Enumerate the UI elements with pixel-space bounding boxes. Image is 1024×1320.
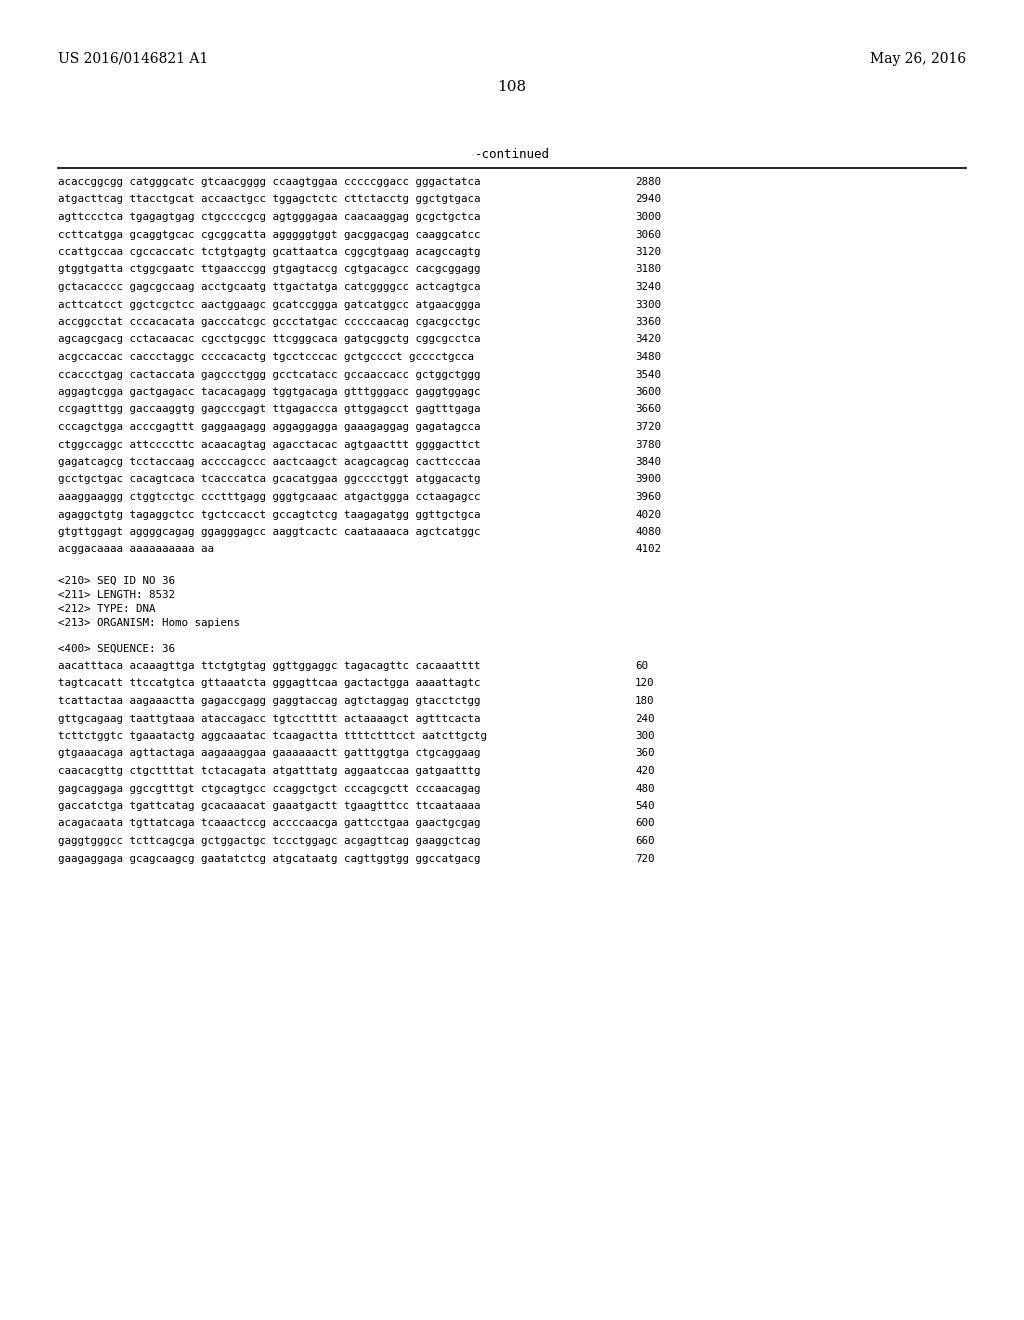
- Text: <211> LENGTH: 8532: <211> LENGTH: 8532: [58, 590, 175, 601]
- Text: 3060: 3060: [635, 230, 662, 239]
- Text: gctacacccc gagcgccaag acctgcaatg ttgactatga catcggggcc actcagtgca: gctacacccc gagcgccaag acctgcaatg ttgacta…: [58, 282, 480, 292]
- Text: 300: 300: [635, 731, 654, 741]
- Text: 3660: 3660: [635, 404, 662, 414]
- Text: 3120: 3120: [635, 247, 662, 257]
- Text: 360: 360: [635, 748, 654, 759]
- Text: 3540: 3540: [635, 370, 662, 380]
- Text: gaggtgggcc tcttcagcga gctggactgc tccctggagc acgagttcag gaaggctcag: gaggtgggcc tcttcagcga gctggactgc tccctgg…: [58, 836, 480, 846]
- Text: 3960: 3960: [635, 492, 662, 502]
- Text: US 2016/0146821 A1: US 2016/0146821 A1: [58, 51, 208, 66]
- Text: 60: 60: [635, 661, 648, 671]
- Text: gtgaaacaga agttactaga aagaaaggaa gaaaaaactt gatttggtga ctgcaggaag: gtgaaacaga agttactaga aagaaaggaa gaaaaaa…: [58, 748, 480, 759]
- Text: 3420: 3420: [635, 334, 662, 345]
- Text: tagtcacatt ttccatgtca gttaaatcta gggagttcaa gactactgga aaaattagtc: tagtcacatt ttccatgtca gttaaatcta gggagtt…: [58, 678, 480, 689]
- Text: 600: 600: [635, 818, 654, 829]
- Text: 4102: 4102: [635, 544, 662, 554]
- Text: aacatttaca acaaagttga ttctgtgtag ggttggaggc tagacagttc cacaaatttt: aacatttaca acaaagttga ttctgtgtag ggttgga…: [58, 661, 480, 671]
- Text: 4080: 4080: [635, 527, 662, 537]
- Text: 120: 120: [635, 678, 654, 689]
- Text: 3480: 3480: [635, 352, 662, 362]
- Text: acagacaata tgttatcaga tcaaactccg accccaacga gattcctgaa gaactgcgag: acagacaata tgttatcaga tcaaactccg accccaa…: [58, 818, 480, 829]
- Text: aaaggaaggg ctggtcctgc ccctttgagg gggtgcaaac atgactggga cctaagagcc: aaaggaaggg ctggtcctgc ccctttgagg gggtgca…: [58, 492, 480, 502]
- Text: gtgttggagt aggggcagag ggagggagcc aaggtcactc caataaaaca agctcatggc: gtgttggagt aggggcagag ggagggagcc aaggtca…: [58, 527, 480, 537]
- Text: gagcaggaga ggccgtttgt ctgcagtgcc ccaggctgct cccagcgctt cccaacagag: gagcaggaga ggccgtttgt ctgcagtgcc ccaggct…: [58, 784, 480, 793]
- Text: aggagtcgga gactgagacc tacacagagg tggtgacaga gtttgggacc gaggtggagc: aggagtcgga gactgagacc tacacagagg tggtgac…: [58, 387, 480, 397]
- Text: <210> SEQ ID NO 36: <210> SEQ ID NO 36: [58, 576, 175, 586]
- Text: agcagcgacg cctacaacac cgcctgcggc ttcgggcaca gatgcggctg cggcgcctca: agcagcgacg cctacaacac cgcctgcggc ttcgggc…: [58, 334, 480, 345]
- Text: accggcctat cccacacata gacccatcgc gccctatgac cccccaacag cgacgcctgc: accggcctat cccacacata gacccatcgc gccctat…: [58, 317, 480, 327]
- Text: gaccatctga tgattcatag gcacaaacat gaaatgactt tgaagtttcc ttcaataaaa: gaccatctga tgattcatag gcacaaacat gaaatga…: [58, 801, 480, 810]
- Text: 3360: 3360: [635, 317, 662, 327]
- Text: -continued: -continued: [474, 148, 550, 161]
- Text: acttcatcct ggctcgctcc aactggaagc gcatccggga gatcatggcc atgaacggga: acttcatcct ggctcgctcc aactggaagc gcatccg…: [58, 300, 480, 309]
- Text: 660: 660: [635, 836, 654, 846]
- Text: May 26, 2016: May 26, 2016: [869, 51, 966, 66]
- Text: <212> TYPE: DNA: <212> TYPE: DNA: [58, 605, 156, 614]
- Text: 3600: 3600: [635, 387, 662, 397]
- Text: acaccggcgg catgggcatc gtcaacgggg ccaagtggaa cccccggacc gggactatca: acaccggcgg catgggcatc gtcaacgggg ccaagtg…: [58, 177, 480, 187]
- Text: 108: 108: [498, 81, 526, 94]
- Text: 720: 720: [635, 854, 654, 863]
- Text: 3300: 3300: [635, 300, 662, 309]
- Text: gagatcagcg tcctaccaag accccagccc aactcaagct acagcagcag cacttcccaa: gagatcagcg tcctaccaag accccagccc aactcaa…: [58, 457, 480, 467]
- Text: tcattactaa aagaaactta gagaccgagg gaggtaccag agtctaggag gtacctctgg: tcattactaa aagaaactta gagaccgagg gaggtac…: [58, 696, 480, 706]
- Text: ccgagtttgg gaccaaggtg gagcccgagt ttgagaccca gttggagcct gagtttgaga: ccgagtttgg gaccaaggtg gagcccgagt ttgagac…: [58, 404, 480, 414]
- Text: tcttctggtc tgaaatactg aggcaaatac tcaagactta ttttctttcct aatcttgctg: tcttctggtc tgaaatactg aggcaaatac tcaagac…: [58, 731, 487, 741]
- Text: gcctgctgac cacagtcaca tcacccatca gcacatggaa ggcccctggt atggacactg: gcctgctgac cacagtcaca tcacccatca gcacatg…: [58, 474, 480, 484]
- Text: caacacgttg ctgcttttat tctacagata atgatttatg aggaatccaa gatgaatttg: caacacgttg ctgcttttat tctacagata atgattt…: [58, 766, 480, 776]
- Text: 3900: 3900: [635, 474, 662, 484]
- Text: acggacaaaa aaaaaaaaaa aa: acggacaaaa aaaaaaaaaa aa: [58, 544, 214, 554]
- Text: gtggtgatta ctggcgaatc ttgaacccgg gtgagtaccg cgtgacagcc cacgcggagg: gtggtgatta ctggcgaatc ttgaacccgg gtgagta…: [58, 264, 480, 275]
- Text: 180: 180: [635, 696, 654, 706]
- Text: 2940: 2940: [635, 194, 662, 205]
- Text: agttccctca tgagagtgag ctgccccgcg agtgggagaa caacaaggag gcgctgctca: agttccctca tgagagtgag ctgccccgcg agtggga…: [58, 213, 480, 222]
- Text: atgacttcag ttacctgcat accaactgcc tggagctctc cttctacctg ggctgtgaca: atgacttcag ttacctgcat accaactgcc tggagct…: [58, 194, 480, 205]
- Text: cccagctgga acccgagttt gaggaagagg aggaggagga gaaagaggag gagatagcca: cccagctgga acccgagttt gaggaagagg aggagga…: [58, 422, 480, 432]
- Text: ccttcatgga gcaggtgcac cgcggcatta agggggtggt gacggacgag caaggcatcc: ccttcatgga gcaggtgcac cgcggcatta agggggt…: [58, 230, 480, 239]
- Text: 3000: 3000: [635, 213, 662, 222]
- Text: acgccaccac caccctaggc ccccacactg tgcctcccac gctgcccct gcccctgcca: acgccaccac caccctaggc ccccacactg tgcctcc…: [58, 352, 474, 362]
- Text: 480: 480: [635, 784, 654, 793]
- Text: 4020: 4020: [635, 510, 662, 520]
- Text: 3180: 3180: [635, 264, 662, 275]
- Text: gaagaggaga gcagcaagcg gaatatctcg atgcataatg cagttggtgg ggccatgacg: gaagaggaga gcagcaagcg gaatatctcg atgcata…: [58, 854, 480, 863]
- Text: 2880: 2880: [635, 177, 662, 187]
- Text: 3720: 3720: [635, 422, 662, 432]
- Text: 3240: 3240: [635, 282, 662, 292]
- Text: 420: 420: [635, 766, 654, 776]
- Text: <213> ORGANISM: Homo sapiens: <213> ORGANISM: Homo sapiens: [58, 618, 240, 628]
- Text: agaggctgtg tagaggctcc tgctccacct gccagtctcg taagagatgg ggttgctgca: agaggctgtg tagaggctcc tgctccacct gccagtc…: [58, 510, 480, 520]
- Text: 3780: 3780: [635, 440, 662, 450]
- Text: ctggccaggc attccccttc acaacagtag agacctacac agtgaacttt ggggacttct: ctggccaggc attccccttc acaacagtag agaccta…: [58, 440, 480, 450]
- Text: <400> SEQUENCE: 36: <400> SEQUENCE: 36: [58, 644, 175, 653]
- Text: 3840: 3840: [635, 457, 662, 467]
- Text: 540: 540: [635, 801, 654, 810]
- Text: 240: 240: [635, 714, 654, 723]
- Text: ccaccctgag cactaccata gagccctggg gcctcatacc gccaaccacc gctggctggg: ccaccctgag cactaccata gagccctggg gcctcat…: [58, 370, 480, 380]
- Text: ccattgccaa cgccaccatc tctgtgagtg gcattaatca cggcgtgaag acagccagtg: ccattgccaa cgccaccatc tctgtgagtg gcattaa…: [58, 247, 480, 257]
- Text: gttgcagaag taattgtaaa ataccagacc tgtccttttt actaaaagct agtttcacta: gttgcagaag taattgtaaa ataccagacc tgtcctt…: [58, 714, 480, 723]
